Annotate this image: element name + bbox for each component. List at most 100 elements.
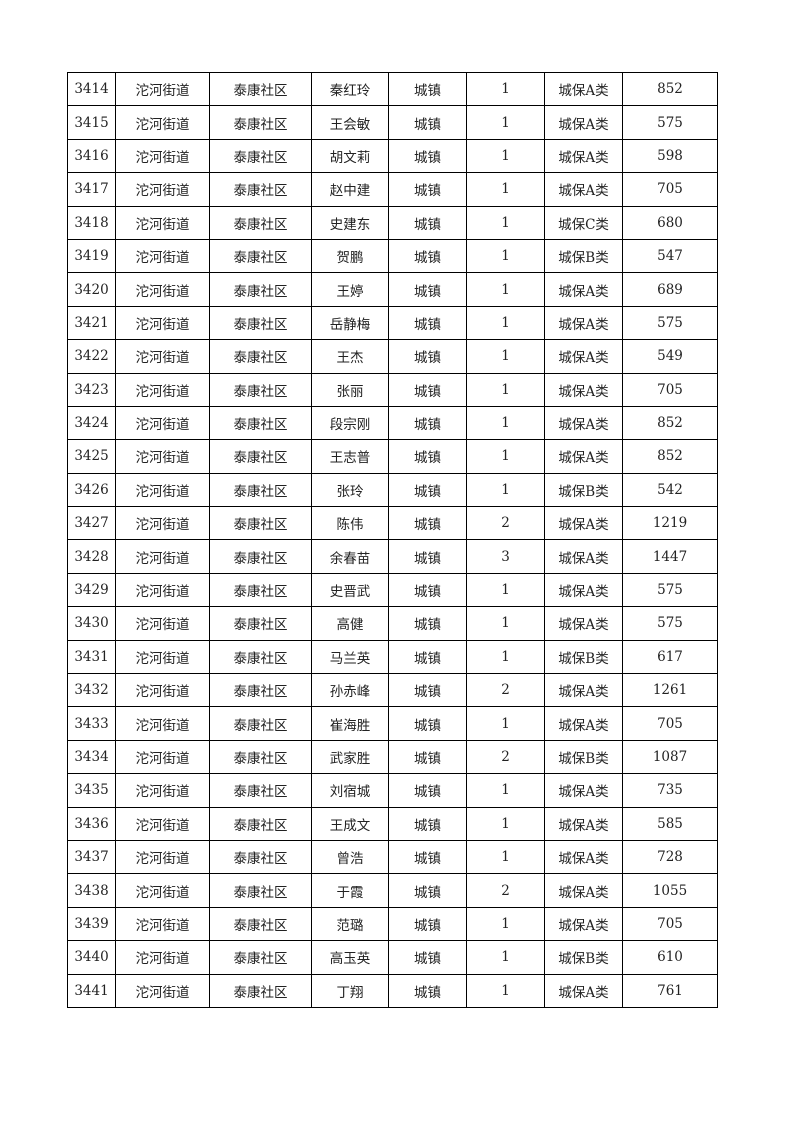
row-number-cell: 3427 — [67, 506, 116, 541]
household-size-cell: 1 — [466, 906, 545, 942]
area-type-cell: 城镇 — [388, 372, 467, 407]
household-size-cell: 1 — [466, 305, 545, 341]
community-cell: 泰康社区 — [209, 806, 312, 841]
subdistrict-cell: 沱河街道 — [115, 339, 210, 374]
category-cell: 城保A类 — [544, 172, 623, 207]
name-cell: 史建东 — [311, 205, 389, 240]
category-cell: 城保A类 — [544, 706, 623, 741]
amount-cell: 1261 — [622, 673, 718, 708]
household-size-cell: 1 — [466, 706, 545, 741]
category-cell: 城保A类 — [544, 973, 623, 1008]
name-cell: 王杰 — [311, 339, 389, 374]
row-number-cell: 3415 — [67, 105, 116, 140]
subdistrict-cell: 沱河街道 — [115, 272, 210, 307]
name-cell: 孙赤峰 — [311, 673, 389, 708]
category-cell: 城保A类 — [544, 673, 623, 708]
subdistrict-cell: 沱河街道 — [115, 906, 210, 942]
name-cell: 武家胜 — [311, 739, 389, 775]
row-number-cell: 3441 — [67, 973, 116, 1008]
table-row: 3419 沱河街道 泰康社区 贺鹏 城镇 1 城保B类 547 — [67, 238, 718, 274]
row-number-cell: 3426 — [67, 472, 116, 508]
area-type-cell: 城镇 — [388, 506, 467, 541]
table-row: 3420 沱河街道 泰康社区 王婷 城镇 1 城保A类 689 — [67, 272, 718, 307]
subdistrict-cell: 沱河街道 — [115, 773, 210, 808]
table-row: 3436 沱河街道 泰康社区 王成文 城镇 1 城保A类 585 — [67, 806, 718, 841]
name-cell: 余春苗 — [311, 539, 389, 574]
community-cell: 泰康社区 — [209, 572, 312, 608]
category-cell: 城保A类 — [544, 506, 623, 541]
area-type-cell: 城镇 — [388, 105, 467, 140]
name-cell: 高玉英 — [311, 940, 389, 975]
household-size-cell: 1 — [466, 839, 545, 875]
household-size-cell: 3 — [466, 539, 545, 574]
subdistrict-cell: 沱河街道 — [115, 539, 210, 574]
table-row: 3423 沱河街道 泰康社区 张丽 城镇 1 城保A类 705 — [67, 372, 718, 407]
household-size-cell: 1 — [466, 71, 545, 107]
area-type-cell: 城镇 — [388, 439, 467, 474]
area-type-cell: 城镇 — [388, 305, 467, 341]
household-size-cell: 1 — [466, 973, 545, 1008]
area-type-cell: 城镇 — [388, 973, 467, 1008]
category-cell: 城保A类 — [544, 138, 623, 174]
row-number-cell: 3431 — [67, 639, 116, 675]
community-cell: 泰康社区 — [209, 71, 312, 107]
amount-cell: 610 — [622, 940, 718, 975]
category-cell: 城保A类 — [544, 339, 623, 374]
table-row: 3433 沱河街道 泰康社区 崔海胜 城镇 1 城保A类 705 — [67, 706, 718, 741]
table-row: 3415 沱河街道 泰康社区 王会敏 城镇 1 城保A类 575 — [67, 105, 718, 140]
row-number-cell: 3436 — [67, 806, 116, 841]
community-cell: 泰康社区 — [209, 839, 312, 875]
community-cell: 泰康社区 — [209, 372, 312, 407]
name-cell: 王成文 — [311, 806, 389, 841]
amount-cell: 728 — [622, 839, 718, 875]
household-size-cell: 1 — [466, 205, 545, 240]
table-row: 3432 沱河街道 泰康社区 孙赤峰 城镇 2 城保A类 1261 — [67, 673, 718, 708]
category-cell: 城保A类 — [544, 305, 623, 341]
table-row: 3422 沱河街道 泰康社区 王杰 城镇 1 城保A类 549 — [67, 339, 718, 374]
category-cell: 城保A类 — [544, 71, 623, 107]
amount-cell: 761 — [622, 973, 718, 1008]
table-row: 3434 沱河街道 泰康社区 武家胜 城镇 2 城保B类 1087 — [67, 739, 718, 775]
household-size-cell: 1 — [466, 940, 545, 975]
category-cell: 城保A类 — [544, 272, 623, 307]
table-row: 3418 沱河街道 泰康社区 史建东 城镇 1 城保C类 680 — [67, 205, 718, 240]
table-row: 3427 沱河街道 泰康社区 陈伟 城镇 2 城保A类 1219 — [67, 506, 718, 541]
table-row: 3426 沱河街道 泰康社区 张玲 城镇 1 城保B类 542 — [67, 472, 718, 508]
name-cell: 丁翔 — [311, 973, 389, 1008]
row-number-cell: 3435 — [67, 773, 116, 808]
table-row: 3439 沱河街道 泰康社区 范璐 城镇 1 城保A类 705 — [67, 906, 718, 942]
area-type-cell: 城镇 — [388, 706, 467, 741]
area-type-cell: 城镇 — [388, 639, 467, 675]
row-number-cell: 3419 — [67, 238, 116, 274]
amount-cell: 680 — [622, 205, 718, 240]
category-cell: 城保A类 — [544, 105, 623, 140]
name-cell: 胡文莉 — [311, 138, 389, 174]
community-cell: 泰康社区 — [209, 706, 312, 741]
area-type-cell: 城镇 — [388, 606, 467, 641]
community-cell: 泰康社区 — [209, 138, 312, 174]
table-row: 3430 沱河街道 泰康社区 高健 城镇 1 城保A类 575 — [67, 606, 718, 641]
subdistrict-cell: 沱河街道 — [115, 739, 210, 775]
row-number-cell: 3420 — [67, 272, 116, 307]
table-body: 3414 沱河街道 泰康社区 秦红玲 城镇 1 城保A类 852 3415 沱河街道 泰康社区 王会敏… — [67, 71, 718, 1008]
category-cell: 城保B类 — [544, 639, 623, 675]
household-size-cell: 2 — [466, 673, 545, 708]
community-cell: 泰康社区 — [209, 238, 312, 274]
subdistrict-cell: 沱河街道 — [115, 572, 210, 608]
category-cell: 城保A类 — [544, 572, 623, 608]
row-number-cell: 3422 — [67, 339, 116, 374]
household-size-cell: 1 — [466, 105, 545, 140]
community-cell: 泰康社区 — [209, 539, 312, 574]
subdistrict-cell: 沱河街道 — [115, 238, 210, 274]
community-cell: 泰康社区 — [209, 405, 312, 441]
community-cell: 泰康社区 — [209, 472, 312, 508]
row-number-cell: 3428 — [67, 539, 116, 574]
name-cell: 岳静梅 — [311, 305, 389, 341]
household-size-cell: 1 — [466, 172, 545, 207]
category-cell: 城保C类 — [544, 205, 623, 240]
subdistrict-cell: 沱河街道 — [115, 71, 210, 107]
row-number-cell: 3418 — [67, 205, 116, 240]
row-number-cell: 3417 — [67, 172, 116, 207]
name-cell: 王会敏 — [311, 105, 389, 140]
table-row: 3417 沱河街道 泰康社区 赵中建 城镇 1 城保A类 705 — [67, 172, 718, 207]
